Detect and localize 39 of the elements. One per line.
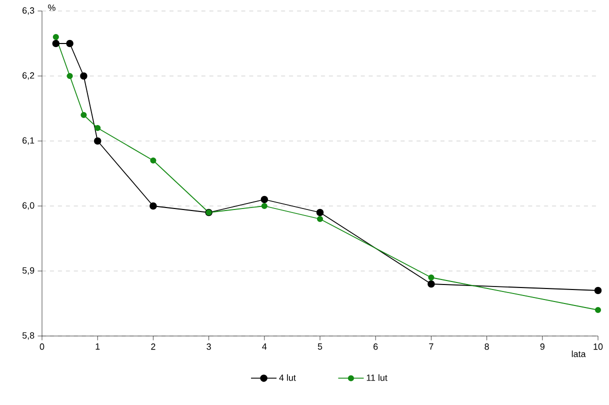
x-tick-label: 6 — [374, 343, 378, 350]
x-tick-label: 0 — [40, 343, 44, 350]
point — [261, 202, 268, 210]
legend-label: 4 lut — [279, 374, 296, 381]
x-tick-label: 1 — [96, 343, 100, 350]
point — [52, 40, 60, 48]
y-tick-label: 6,0 — [22, 202, 34, 210]
point — [594, 306, 602, 314]
point — [66, 72, 73, 80]
point — [260, 196, 268, 204]
x-tick-label: 3 — [206, 343, 211, 350]
y-axis-title: % — [48, 4, 56, 11]
point — [52, 34, 59, 40]
point — [594, 286, 602, 294]
point — [316, 208, 324, 216]
x-tick-label: 4 — [262, 343, 267, 350]
point — [150, 157, 156, 164]
point — [94, 137, 102, 145]
x-tick-label: 10 — [594, 343, 603, 350]
y-tick-label: 5,8 — [22, 332, 34, 340]
x-tick-label: 9 — [540, 343, 544, 350]
y-tick-label: 6,2 — [22, 72, 34, 80]
x-tick-label: 7 — [429, 343, 434, 350]
x-axis-title: lata — [572, 350, 586, 358]
point — [80, 112, 87, 118]
x-tick-label: 2 — [151, 343, 156, 350]
y-tick-label: 5,9 — [22, 267, 34, 275]
y-tick-label: 6,3 — [22, 7, 34, 15]
legend-label: 11 lut — [366, 374, 388, 381]
point — [80, 72, 88, 80]
x-tick-label: 5 — [318, 343, 322, 350]
point — [316, 216, 324, 222]
point — [66, 40, 74, 48]
y-tick-label: 6,1 — [22, 137, 34, 145]
point — [94, 124, 101, 132]
x-tick-label: 8 — [484, 343, 489, 350]
point — [150, 202, 157, 210]
point — [428, 280, 435, 288]
point — [428, 274, 434, 281]
